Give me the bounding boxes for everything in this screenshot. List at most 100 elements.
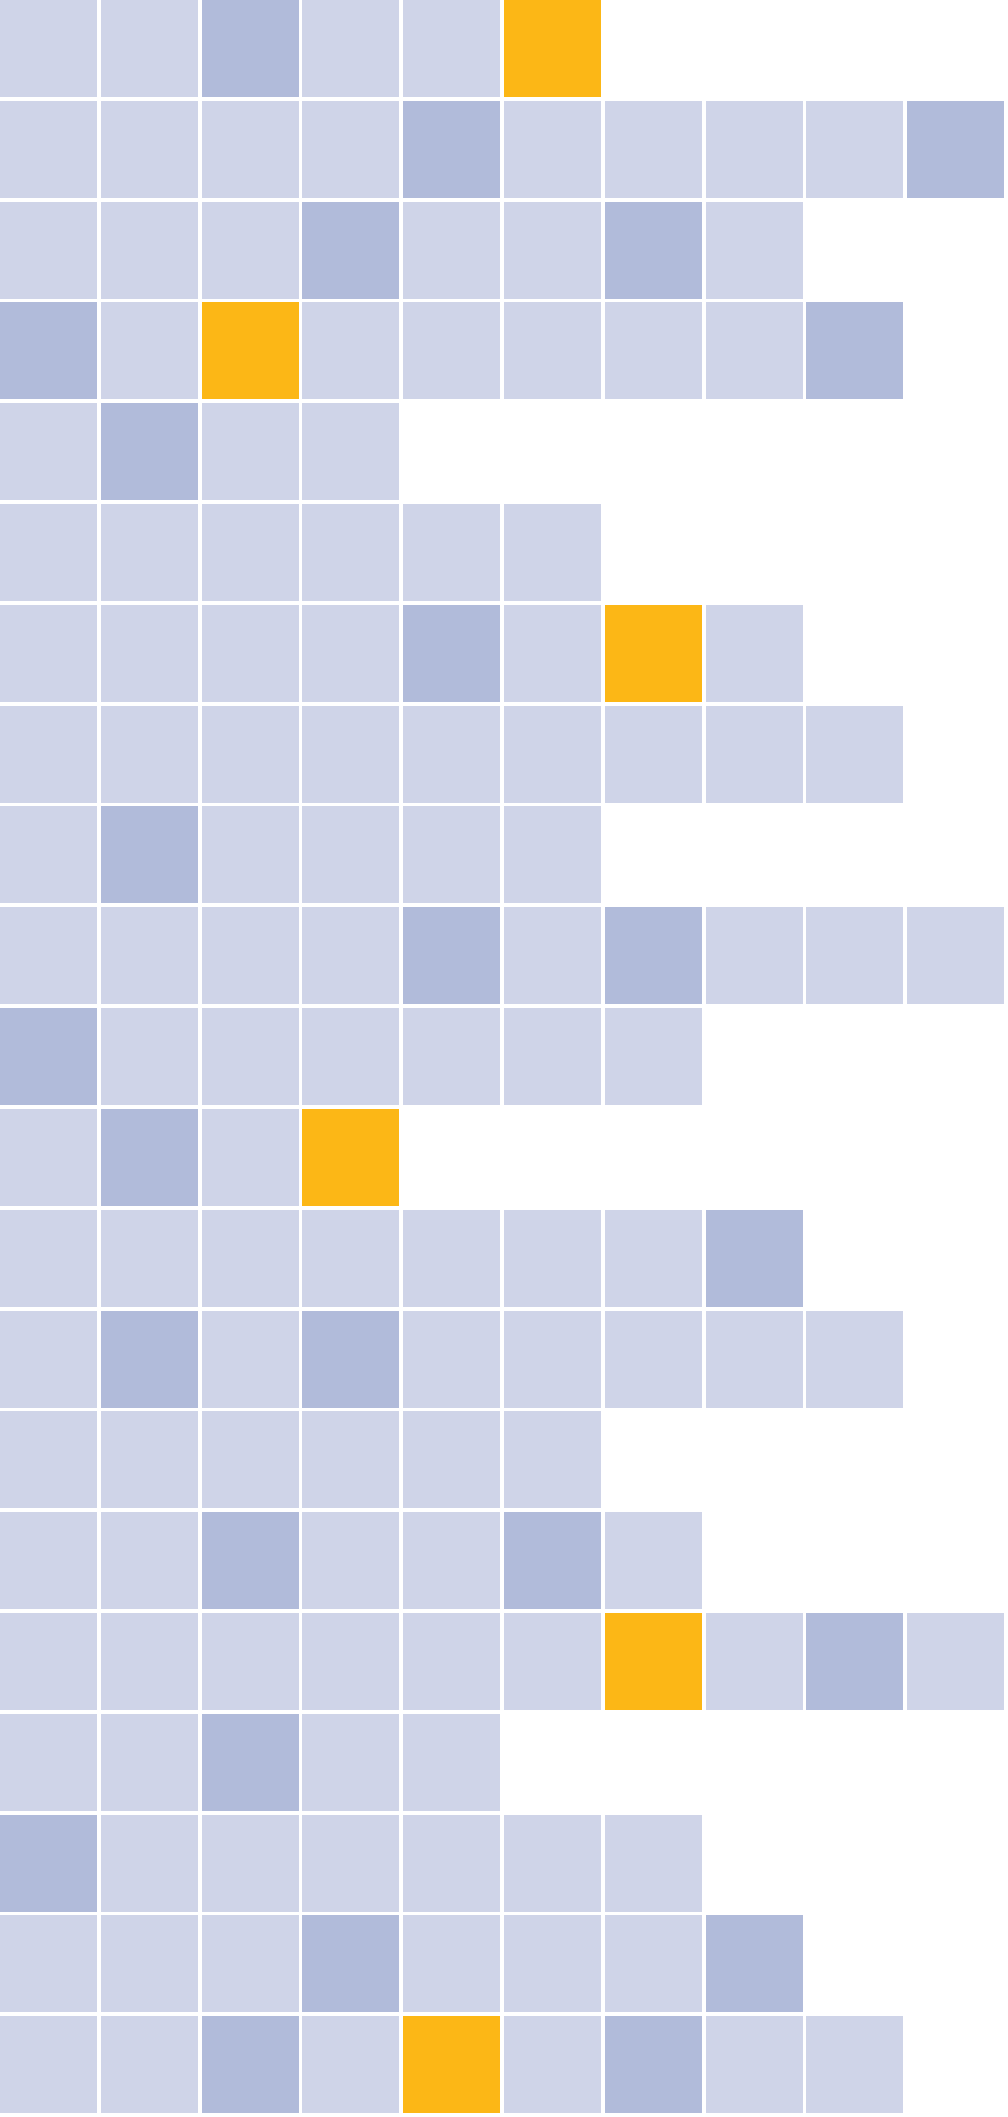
tile [201, 604, 299, 702]
tile [604, 705, 702, 803]
tile [201, 806, 299, 904]
tile [705, 907, 803, 1005]
tile [403, 1814, 501, 1912]
tile [403, 302, 501, 400]
tile [201, 1411, 299, 1509]
tile [604, 100, 702, 198]
tile [302, 604, 400, 702]
tile [100, 1814, 198, 1912]
tile [201, 0, 299, 97]
tile [302, 0, 400, 97]
tile [604, 1814, 702, 1912]
tile [504, 0, 601, 97]
tile [100, 201, 198, 299]
tile [504, 1814, 601, 1912]
tile [302, 1915, 400, 2013]
tile [504, 1209, 601, 1307]
tile [504, 1310, 601, 1408]
tile [100, 1008, 198, 1106]
tile [705, 705, 803, 803]
tile [403, 100, 501, 198]
tile [604, 1915, 702, 2013]
tile [403, 604, 501, 702]
tile [0, 1612, 97, 1710]
tile [0, 2016, 97, 2114]
tile [705, 100, 803, 198]
tile [302, 504, 400, 602]
tile [907, 1612, 1005, 1710]
tile [100, 1411, 198, 1509]
tile [302, 1512, 400, 1610]
tile [907, 100, 1005, 198]
tile [201, 1814, 299, 1912]
tile [0, 806, 97, 904]
tile [403, 2016, 501, 2114]
tile [302, 1713, 400, 1811]
tile [0, 1310, 97, 1408]
tile [302, 806, 400, 904]
tile [201, 403, 299, 501]
tile [504, 1411, 601, 1509]
tile [504, 806, 601, 904]
tile [302, 907, 400, 1005]
tile [0, 201, 97, 299]
tile [806, 1310, 904, 1408]
tile [302, 1108, 400, 1206]
tile [201, 1008, 299, 1106]
tile [0, 100, 97, 198]
tile [0, 1512, 97, 1610]
tile [705, 1612, 803, 1710]
tile [100, 2016, 198, 2114]
tile [201, 504, 299, 602]
tile [403, 0, 501, 97]
tile [504, 705, 601, 803]
tile [201, 705, 299, 803]
tile [100, 705, 198, 803]
tile [504, 201, 601, 299]
tile [0, 1209, 97, 1307]
tile [504, 2016, 601, 2114]
tile [201, 1612, 299, 1710]
tile [806, 2016, 904, 2114]
tile [302, 1310, 400, 1408]
tile [201, 2016, 299, 2114]
tile [403, 1209, 501, 1307]
tile [100, 1209, 198, 1307]
tile [100, 504, 198, 602]
tile [403, 1008, 501, 1106]
tile [302, 705, 400, 803]
tile [100, 604, 198, 702]
tile [302, 201, 400, 299]
tile [302, 100, 400, 198]
tile [100, 1310, 198, 1408]
tile [806, 302, 904, 400]
tile [302, 1814, 400, 1912]
tile [201, 1713, 299, 1811]
tile [403, 1310, 501, 1408]
tile [604, 1008, 702, 1106]
tile [0, 1814, 97, 1912]
tile [604, 201, 702, 299]
tile [201, 907, 299, 1005]
tile [403, 1512, 501, 1610]
tile [806, 705, 904, 803]
tile [0, 705, 97, 803]
tile [705, 1915, 803, 2013]
tile [403, 1411, 501, 1509]
tile [302, 1612, 400, 1710]
tile [604, 1310, 702, 1408]
tile [504, 100, 601, 198]
tile [201, 1310, 299, 1408]
tile [705, 302, 803, 400]
tile [302, 403, 400, 501]
tile [705, 1310, 803, 1408]
tile [201, 1209, 299, 1307]
tile [100, 302, 198, 400]
tile [806, 100, 904, 198]
tile [0, 1411, 97, 1509]
tile [302, 1008, 400, 1106]
tile [604, 604, 702, 702]
tile [907, 907, 1005, 1005]
tile [100, 403, 198, 501]
tile [201, 1915, 299, 2013]
